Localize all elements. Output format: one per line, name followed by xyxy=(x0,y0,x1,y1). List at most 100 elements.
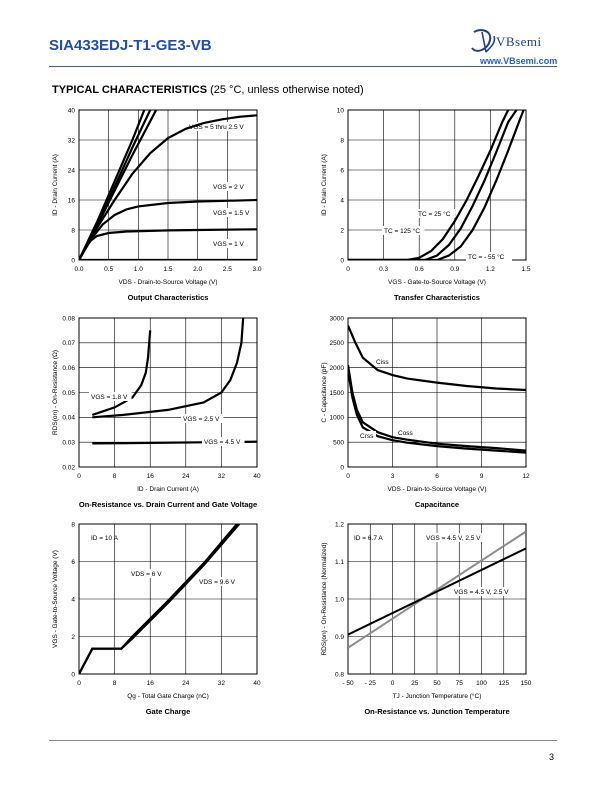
chart-panel-4: 0 3 6 9 12 0 500 1000 1500 2000 2500 3000 VDS - Drai… xyxy=(321,315,530,509)
x-tick-label: 1.0 xyxy=(134,266,143,273)
y-tick-label: 0 xyxy=(340,257,344,264)
x-tick-label: 0 xyxy=(391,680,395,687)
x-tick-label: 100 xyxy=(476,680,487,687)
y-axis-label: RDS(on) - On-Resistance (Normalized) xyxy=(321,542,328,655)
y-tick-label: 1000 xyxy=(330,415,345,422)
series-label: VGS = 1.8 V xyxy=(91,394,128,401)
series-label-bg xyxy=(466,252,512,261)
x-tick-label: 2.0 xyxy=(193,266,202,273)
x-tick-label: 3 xyxy=(391,473,395,480)
y-axis-label: RDS(on) - On-Resistance (Ω) xyxy=(52,350,59,435)
x-axis-label: VGS - Gate-to-Source Voltage (V) xyxy=(388,279,486,286)
x-tick-label: 2.5 xyxy=(223,266,232,273)
y-tick-label: 1.0 xyxy=(335,596,344,603)
chart-annotation: ID = 10 A xyxy=(91,535,119,542)
y-tick-label: 0.04 xyxy=(62,415,75,422)
series-label: TC = 25 °C xyxy=(418,210,451,218)
chart-title: On-Resistance vs. Junction Temperature xyxy=(364,707,509,716)
part-number: SIA433EDJ-T1-GE3-VB xyxy=(49,37,212,54)
series-label-bg xyxy=(211,208,254,217)
x-tick-label: 6 xyxy=(435,473,439,480)
x-tick-label: 1.5 xyxy=(521,266,530,273)
y-tick-label: 0.8 xyxy=(335,671,344,678)
y-tick-label: 10 xyxy=(337,107,345,114)
series-label: VGS = 4.5 V, 2.5 V xyxy=(426,535,481,542)
x-tick-label: 0.9 xyxy=(450,266,459,273)
chart-title: Gate Charge xyxy=(146,707,191,716)
x-tick-label: 75 xyxy=(456,680,464,687)
series-label: VGS = 1 V xyxy=(213,241,245,248)
series-line xyxy=(348,547,526,636)
x-tick-label: 8 xyxy=(113,473,117,480)
x-tick-label: 1.5 xyxy=(163,266,172,273)
series-label-bg xyxy=(202,437,245,446)
series-line xyxy=(348,110,510,260)
x-axis-label: ID - Drain Current (A) xyxy=(137,486,199,493)
plot-frame xyxy=(78,523,258,675)
y-tick-label: 40 xyxy=(68,107,76,114)
chart-panel-1: 0.0 0.5 1.0 1.5 2.0 2.5 3.0 0 8 16 24 32 40 VDS - Dra… xyxy=(52,107,262,302)
x-tick-label: 32 xyxy=(218,473,226,480)
x-tick-label: 40 xyxy=(253,680,261,687)
series-label-bg xyxy=(211,239,247,248)
series-label-bg xyxy=(187,122,254,131)
chart-annotation: ID = 6.7 A xyxy=(354,535,383,542)
y-tick-label: 32 xyxy=(68,137,76,144)
plot-frame xyxy=(347,317,527,468)
y-tick-label: 8 xyxy=(71,227,75,234)
x-tick-label: 0.5 xyxy=(104,266,113,273)
header-divider xyxy=(49,66,557,67)
series-line xyxy=(79,524,241,674)
x-tick-label: 32 xyxy=(218,680,226,687)
series-label: VGS = 4.5 V xyxy=(204,439,241,446)
series-label-bg xyxy=(181,414,224,423)
y-tick-label: 0.08 xyxy=(62,315,75,322)
vbsemi-logo-icon xyxy=(471,29,496,53)
y-tick-label: 24 xyxy=(68,167,76,174)
y-tick-label: 2 xyxy=(71,634,75,641)
x-tick-label: 16 xyxy=(147,473,155,480)
x-axis-label: TJ - Junction Temperature (°C) xyxy=(393,692,482,700)
y-tick-label: 1500 xyxy=(330,390,345,397)
y-tick-label: 8 xyxy=(340,137,344,144)
brand-url[interactable]: www.VBsemi.com xyxy=(480,56,558,66)
x-tick-label: - 50 xyxy=(342,680,354,687)
x-tick-label: 25 xyxy=(411,680,419,687)
series-label-bg xyxy=(424,533,491,542)
series-label: Ciss xyxy=(376,359,389,366)
y-tick-label: 1.2 xyxy=(335,521,344,528)
chart-panel-2: 0 0.3 0.6 0.9 1.2 1.5 0 2 4 6 8 10 VGS - Gate-to-Sou… xyxy=(321,107,531,302)
x-tick-label: 0 xyxy=(346,266,350,273)
plot-frame xyxy=(347,523,527,675)
y-tick-label: 0.07 xyxy=(62,340,75,347)
series-label: Crss xyxy=(360,433,374,440)
x-tick-label: 0.0 xyxy=(74,266,83,273)
x-tick-label: 9 xyxy=(480,473,484,480)
brand-name: VBsemi xyxy=(496,34,542,49)
series-label: TC = - 55 °C xyxy=(468,253,505,261)
series-label: VGS = 2.5 V xyxy=(183,416,220,423)
series-label-bg xyxy=(358,431,376,440)
y-tick-label: 500 xyxy=(333,439,344,446)
chart-panel-3: 0 8 16 24 32 40 0.02 0.03 0.04 0.05 0.06 0.07 0.08 ID… xyxy=(52,315,261,509)
y-tick-label: 0.9 xyxy=(335,634,344,641)
series-label-bg xyxy=(211,182,247,191)
y-tick-label: 0.05 xyxy=(62,390,75,397)
x-tick-label: 12 xyxy=(522,473,530,480)
y-tick-label: 1.1 xyxy=(335,559,344,566)
y-tick-label: 0.03 xyxy=(62,439,75,446)
series-label: VGS = 2 V xyxy=(213,184,245,191)
x-tick-label: 0.6 xyxy=(415,266,424,273)
series-line xyxy=(91,330,152,416)
series-line xyxy=(79,228,257,260)
y-axis-label: VGS - Gate-to-Source Voltage (V) xyxy=(52,550,59,648)
x-tick-label: 0 xyxy=(346,473,350,480)
y-tick-label: 0 xyxy=(71,671,75,678)
series-label: VDS = 6 V xyxy=(131,571,162,578)
x-tick-label: 40 xyxy=(253,473,261,480)
x-axis-label: VDS - Drain-to-Source Voltage (V) xyxy=(119,279,218,286)
y-tick-label: 2500 xyxy=(330,340,345,347)
chart-title: Output Characteristics xyxy=(128,293,209,302)
